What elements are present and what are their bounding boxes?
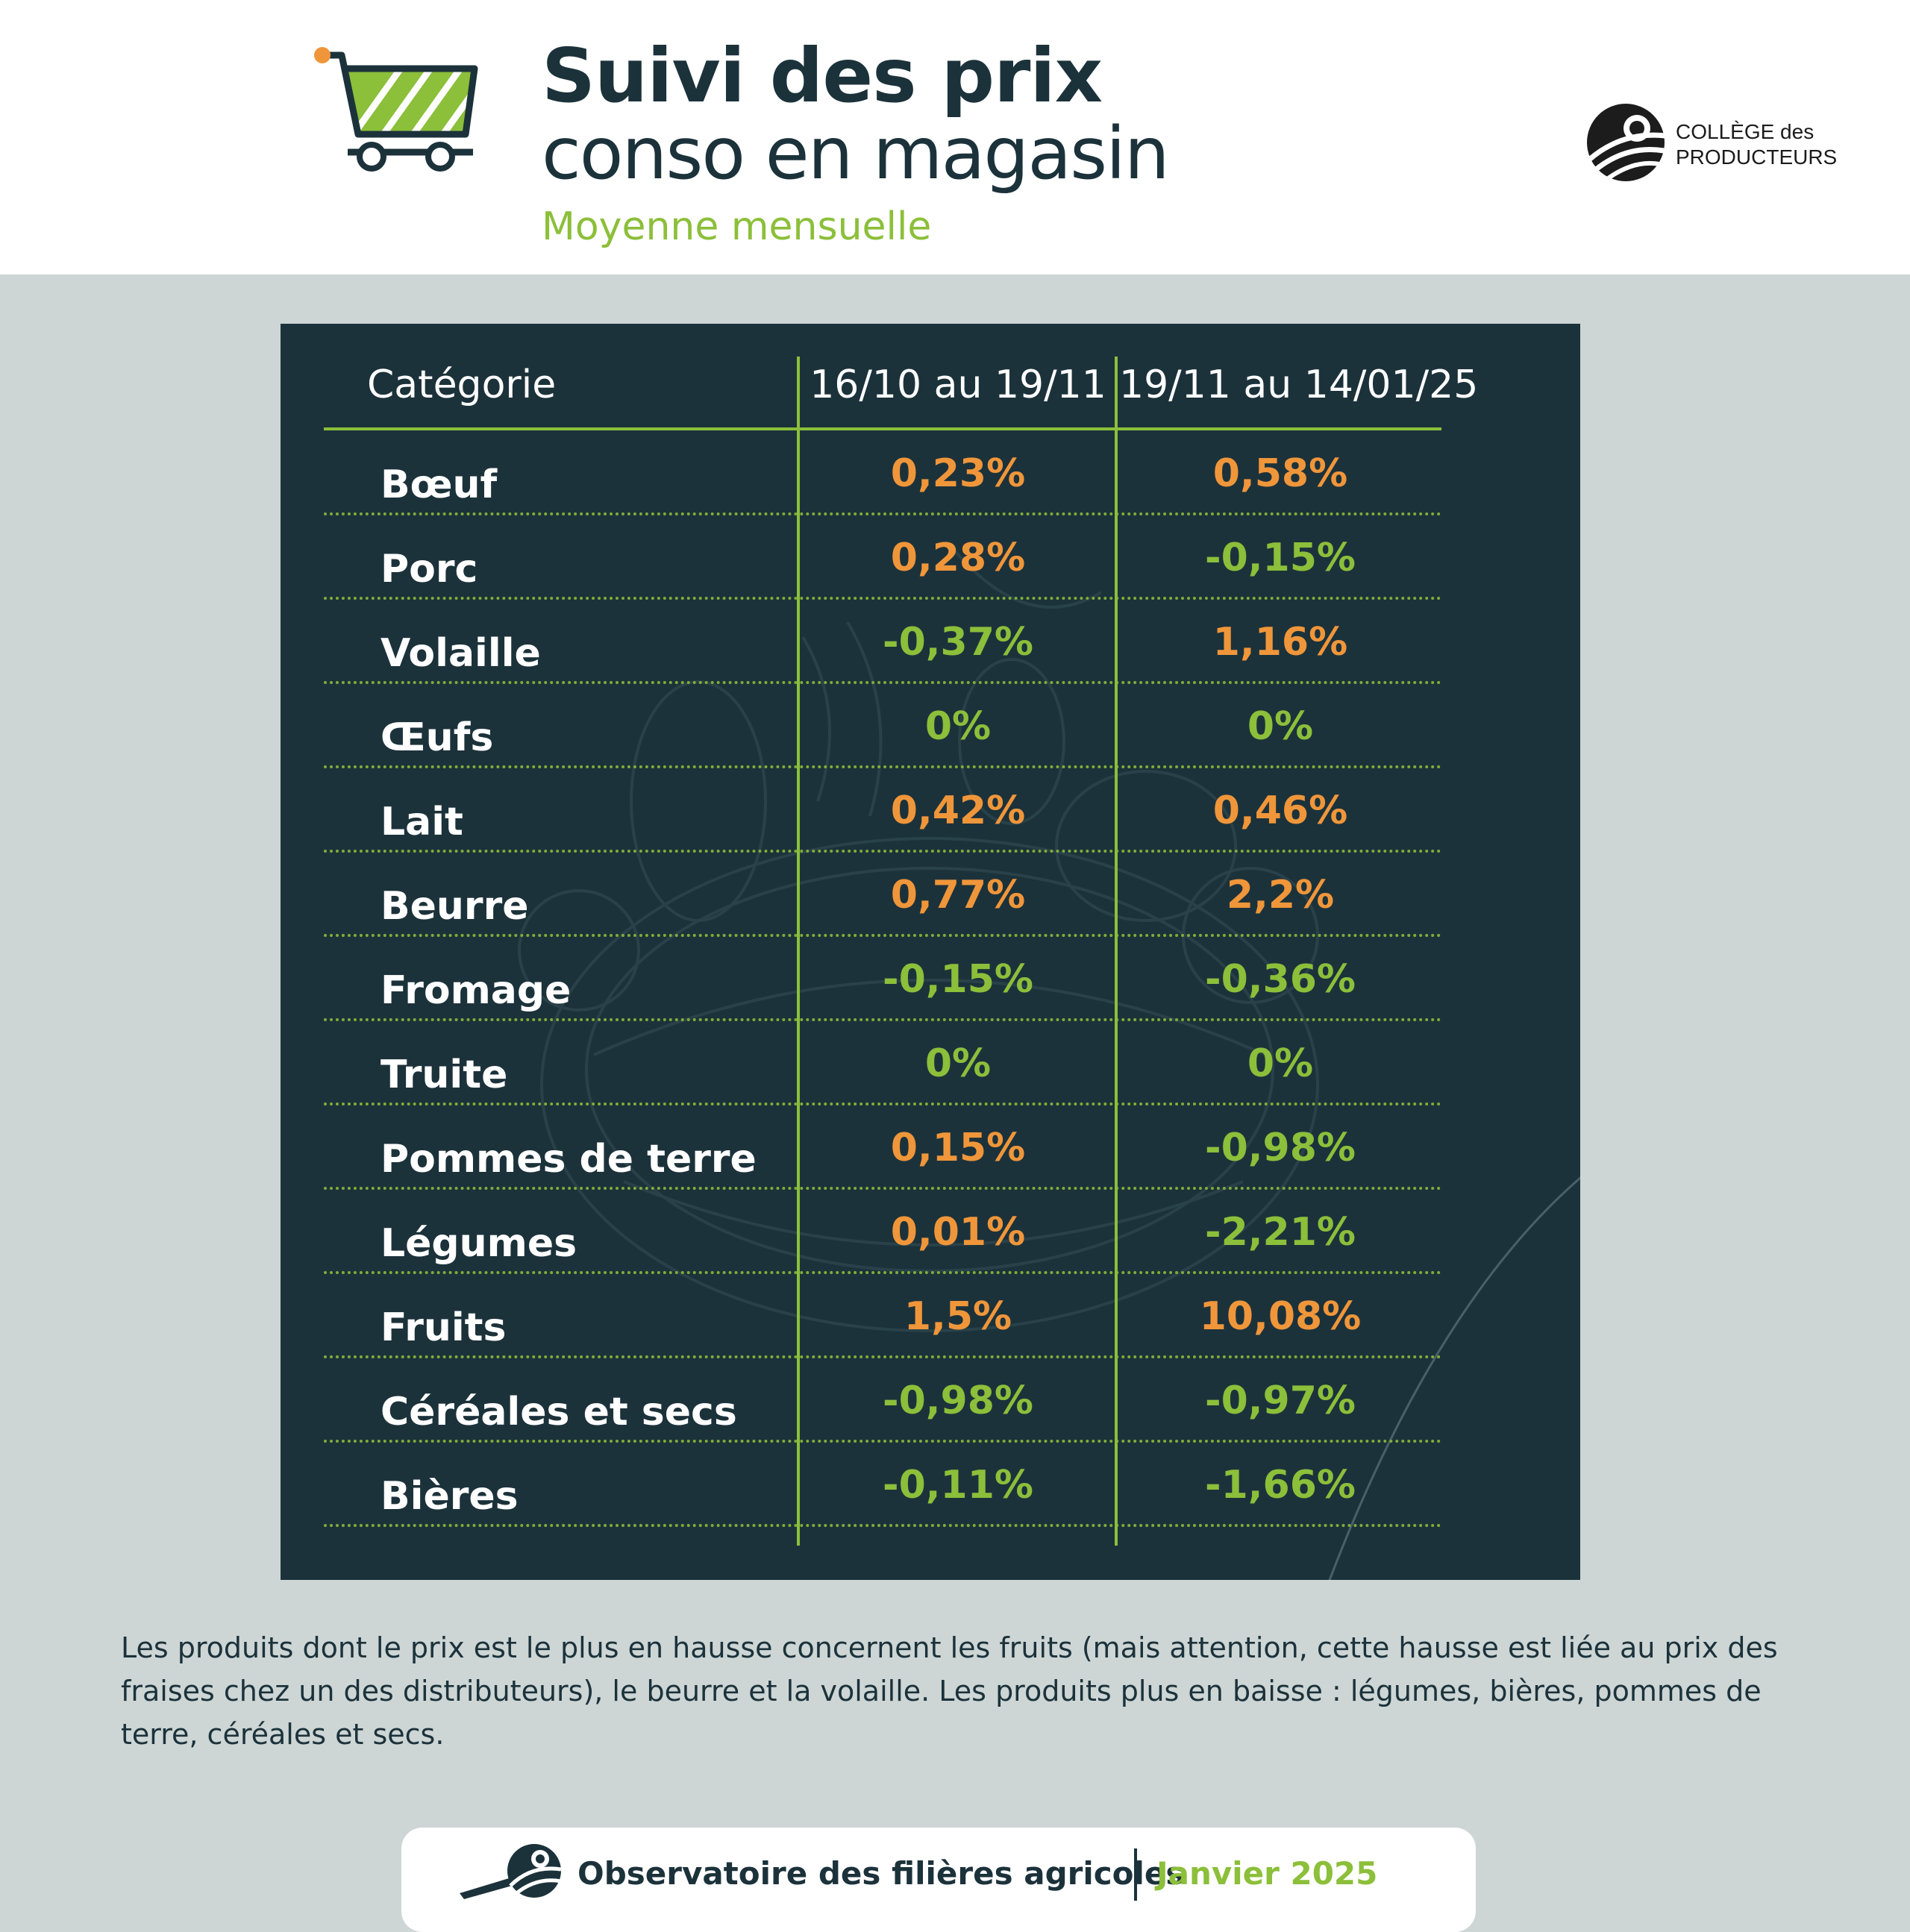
row-category: Porc [381,547,478,592]
footer-bar: Observatoire des filières agricoles Janv… [401,1828,1476,1932]
footer-date: Janvier 2025 [1156,1855,1378,1892]
row-value-period2: -0,98% [1205,1126,1356,1170]
footnote-text: Les produits dont le prix est le plus en… [121,1631,1778,1751]
page-title: Suivi des prix [542,32,1103,119]
logo-line2: PRODUCTEURS [1676,145,1838,169]
table-row: Porc 0,28% -0,15% [324,515,1441,600]
table-row: Bières -0,11% -1,66% [324,1443,1441,1527]
row-category: Lait [381,800,463,844]
row-value-period2: -0,15% [1205,536,1356,580]
row-value-period2: 1,16% [1212,620,1348,665]
row-value-period1: -0,11% [883,1463,1033,1508]
logo-text: COLLÈGE des PRODUCTEURS [1676,119,1837,170]
table-panel [281,324,1580,1580]
table-row: Bœuf 0,23% 0,58% [324,431,1441,515]
row-category: Beurre [381,884,529,929]
page-subtitle: Moyenne mensuelle [542,204,932,249]
table-row: Truite 0% 0% [324,1021,1441,1105]
column-divider-1 [797,357,800,1546]
row-value-period1: 0,77% [890,873,1026,918]
row-value-period2: 0,46% [1212,788,1348,833]
row-value-period2: -1,66% [1205,1463,1356,1508]
column-header-category: Catégorie [367,363,557,407]
row-value-period1: 0,01% [890,1210,1026,1255]
row-value-period2: 2,2% [1226,873,1335,918]
table-row: Céréales et secs -0,98% -0,97% [324,1358,1441,1443]
row-value-period2: -2,21% [1205,1210,1356,1255]
row-value-period1: -0,15% [883,957,1033,1002]
row-value-period1: 0% [924,1041,992,1086]
row-value-period2: 0% [1247,1041,1314,1086]
row-category: Bières [381,1474,519,1519]
row-category: Œufs [381,715,494,760]
row-category: Pommes de terre [381,1137,757,1182]
row-value-period2: 10,08% [1199,1294,1362,1339]
row-category: Fruits [381,1305,507,1350]
table-row: Fruits 1,5% 10,08% [324,1274,1441,1358]
row-value-period1: 0% [924,704,992,749]
table-row: Lait 0,42% 0,46% [324,768,1441,853]
table-row: Pommes de terre 0,15% -0,98% [324,1105,1441,1190]
row-category: Bœuf [381,462,498,507]
footer-separator [1134,1848,1137,1901]
table-row: Légumes 0,01% -2,21% [324,1190,1441,1274]
row-value-period1: 0,15% [890,1126,1026,1170]
shopping-cart-icon [314,47,478,172]
row-value-period2: 0,58% [1212,451,1348,496]
table-row: Œufs 0% 0% [324,684,1441,768]
table-row: Beurre 0,77% 2,2% [324,853,1441,937]
row-category: Fromage [381,968,572,1013]
row-value-period1: -0,37% [883,620,1033,665]
column-header-period2: 19/11 au 14/01/25 [1119,363,1479,407]
footer-organization: Observatoire des filières agricoles [577,1855,1185,1892]
row-value-period2: 0% [1247,704,1314,749]
row-value-period1: 0,42% [890,788,1026,833]
table-row: Volaille -0,37% 1,16% [324,600,1441,684]
column-divider-2 [1115,357,1118,1546]
row-value-period1: -0,98% [883,1379,1033,1423]
row-value-period2: -0,97% [1205,1379,1356,1423]
college-producteurs-logo: COLLÈGE des PRODUCTEURS [1585,98,1838,185]
table-row: Fromage -0,15% -0,36% [324,937,1441,1021]
header-divider [324,427,1441,430]
tractor-field-icon [460,1844,561,1899]
row-value-period1: 0,23% [890,451,1026,496]
page-title-line2: conso en magasin [542,112,1170,195]
logo-line1: COLLÈGE des [1676,120,1814,143]
row-category: Volaille [381,631,541,676]
row-category: Truite [381,1053,508,1097]
row-value-period1: 0,28% [890,536,1026,580]
row-value-period1: 1,5% [904,1294,1012,1339]
row-category: Céréales et secs [381,1390,737,1434]
gear-field-icon [1587,104,1666,181]
column-header-period1: 16/10 au 19/11 [810,363,1106,407]
header: Suivi des prix conso en magasin Moyenne … [0,0,1910,275]
row-category: Légumes [381,1221,577,1266]
row-value-period2: -0,36% [1205,957,1356,1002]
